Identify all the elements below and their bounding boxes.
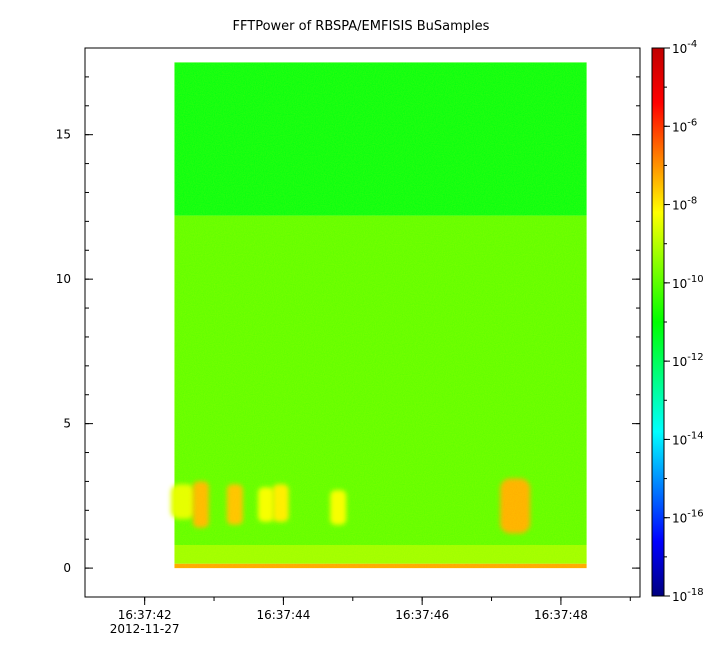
x-axis: 16:37:42 16:37:44 16:37:46 16:37:48 2012-11-… — [110, 597, 631, 636]
x-date-label: 2012-11-27 — [110, 622, 180, 636]
spectrogram-image — [170, 62, 587, 569]
colorbar-tick-label: 10-12 — [672, 352, 704, 369]
plot-border — [84, 47, 641, 598]
plot-frame — [84, 47, 641, 598]
colorbar-tick-label: 10-18 — [672, 587, 704, 604]
noise-texture — [174, 62, 587, 569]
x-tick-label: 16:37:46 — [395, 608, 449, 622]
chart-title: FFTPower of RBSPA/EMFISIS BuSamples — [233, 19, 490, 34]
colorbar-gradient — [651, 47, 665, 597]
y-tick-label: 5 — [63, 417, 71, 431]
y-tick-label: 0 — [63, 561, 71, 575]
y-axis: 0 5 10 15 — [56, 47, 640, 598]
colorbar-tick-label: 10-10 — [672, 274, 704, 291]
colorbar-tick-label: 10-14 — [672, 430, 704, 447]
colorbar-tick-label: 10-16 — [672, 509, 704, 526]
x-tick-label: 16:37:48 — [534, 608, 588, 622]
colorbar-tick-label: 10-8 — [672, 196, 697, 213]
x-tick-label: 16:37:42 — [118, 608, 172, 622]
y-tick-label: 15 — [56, 128, 71, 142]
colorbar-tick-label: 10-6 — [672, 117, 697, 134]
colorbar: 10-4 10-6 10-8 10-10 10-12 10-14 10-16 10-18 — [651, 39, 704, 604]
y-tick-label: 10 — [56, 272, 71, 286]
x-tick-label: 16:37:44 — [256, 608, 310, 622]
colorbar-tick-label: 10-4 — [672, 39, 697, 56]
